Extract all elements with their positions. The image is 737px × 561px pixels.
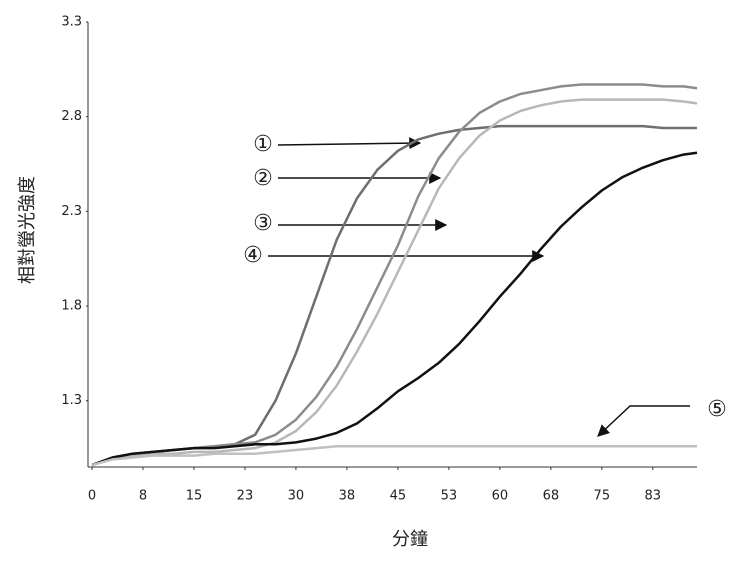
x-tick-label: 30 — [288, 489, 305, 504]
annotation: ① — [253, 132, 273, 157]
y-tick-label: 3.3 — [61, 15, 82, 30]
series-line — [91, 151, 698, 467]
y-tick-label: 2.8 — [61, 109, 82, 124]
x-tick-label: 75 — [594, 489, 611, 504]
y-tick-label: 1.3 — [61, 393, 82, 408]
x-axis-label: 分鐘 — [392, 529, 428, 550]
annotation: ⑤ — [707, 397, 727, 422]
series-line — [91, 124, 697, 467]
x-tick-label: 38 — [339, 489, 356, 504]
series-line — [91, 83, 698, 467]
annotation: ④ — [243, 243, 263, 268]
x-tick-label: 60 — [492, 489, 509, 504]
arrow — [277, 137, 422, 150]
y-axis-label: 相對螢光強度 — [17, 176, 38, 284]
annotation: ③ — [253, 211, 273, 236]
annotation: ② — [253, 166, 273, 191]
x-tick-label: 8 — [139, 489, 147, 504]
x-tick-label: 15 — [186, 489, 203, 504]
x-tick-label: 68 — [543, 489, 560, 504]
y-tick-label: 2.3 — [61, 204, 82, 219]
x-tick-label: 53 — [441, 489, 458, 504]
y-tick-label: 1.8 — [61, 299, 82, 314]
x-tick-label: 0 — [88, 489, 96, 504]
series-line — [91, 98, 698, 467]
series-line — [91, 444, 697, 467]
x-tick-label: 23 — [237, 489, 254, 504]
arrow — [597, 405, 690, 437]
x-tick-label: 45 — [390, 489, 407, 504]
x-tick-label: 83 — [645, 489, 662, 504]
